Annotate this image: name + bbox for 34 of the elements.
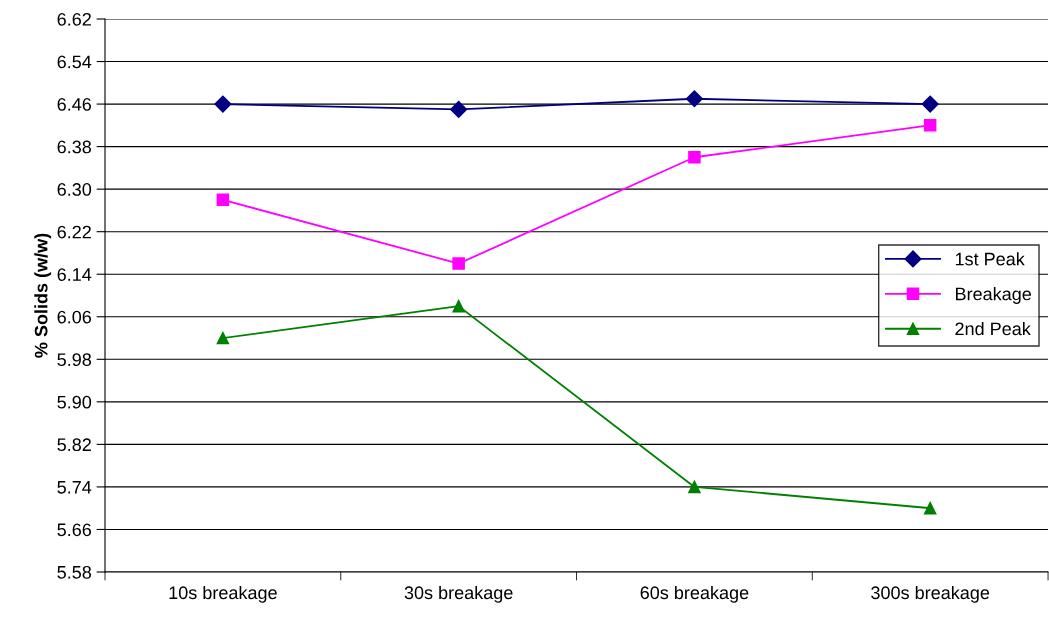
y-tick-label: 6.46 (57, 98, 92, 111)
point (921, 95, 939, 113)
point (685, 90, 703, 108)
y-tick-label: 5.82 (57, 438, 91, 452)
y-tick-label: 5.66 (57, 523, 92, 537)
x-tick-label: 60s breakage (640, 585, 749, 603)
point (452, 299, 465, 313)
y-tick-label: 6.38 (57, 140, 92, 154)
legend-label: 2nd Peak (955, 321, 1031, 336)
point (450, 100, 468, 118)
x-tick-label: 30s breakage (404, 585, 513, 603)
y-tick-label: 6.06 (57, 310, 92, 324)
point (216, 193, 230, 207)
point (923, 501, 937, 515)
y-tick-label: 6.30 (57, 183, 92, 196)
y-axis-title: % Solids (w/w) (34, 233, 52, 358)
point (452, 257, 465, 270)
x-tick-label: 10s breakage (169, 585, 277, 603)
y-tick-label: 5.90 (57, 395, 92, 409)
y-tick-label: 6.62 (57, 12, 91, 26)
point (923, 119, 937, 132)
legend-label: Breakage (956, 287, 1032, 304)
y-tick-label: 6.14 (57, 268, 92, 281)
point (688, 150, 701, 164)
point (216, 331, 230, 345)
point (688, 480, 701, 494)
y-tick-label: 6.22 (57, 225, 91, 239)
y-tick-label: 5.98 (57, 353, 92, 367)
x-tick-label: 300s breakage (871, 585, 990, 603)
y-tick-label: 5.74 (57, 481, 92, 494)
y-tick-label: 5.58 (57, 565, 92, 579)
y-tick-label: 6.54 (57, 55, 92, 69)
point (214, 95, 232, 113)
legend-label: 1st Peak (955, 252, 1025, 266)
